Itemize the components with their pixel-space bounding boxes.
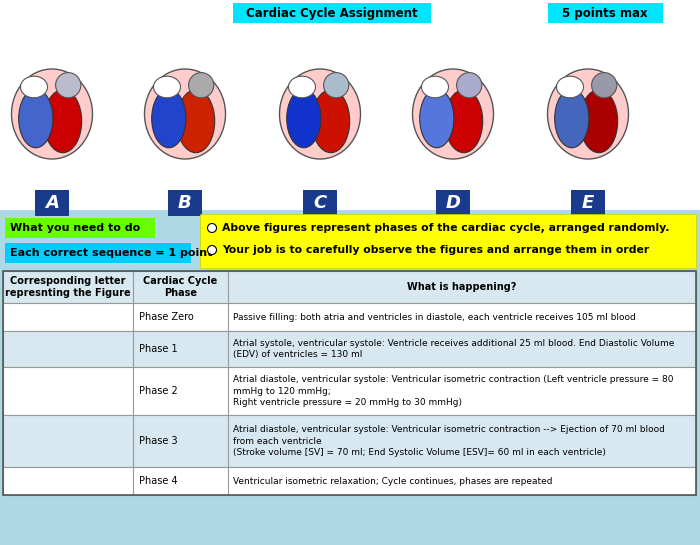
Ellipse shape [554, 89, 589, 148]
Text: 5 points max: 5 points max [562, 7, 648, 20]
Bar [303, 190, 337, 216]
Bar [35, 190, 69, 216]
Bar [548, 3, 663, 23]
Text: Phase 1: Phase 1 [139, 344, 178, 354]
Ellipse shape [580, 90, 617, 153]
Text: Corresponding letter
represnting the Figure: Corresponding letter represnting the Fig… [5, 276, 131, 298]
Ellipse shape [177, 90, 215, 153]
Text: Above figures represent phases of the cardiac cycle, arranged randomly.: Above figures represent phases of the ca… [222, 223, 669, 233]
Ellipse shape [279, 69, 360, 159]
Bar [233, 3, 431, 23]
Bar [436, 190, 470, 216]
Ellipse shape [144, 69, 225, 159]
Ellipse shape [188, 72, 214, 98]
Text: What is happening?: What is happening? [407, 282, 517, 292]
Bar [3, 467, 696, 495]
Ellipse shape [153, 76, 181, 98]
Bar [3, 271, 696, 303]
Text: Your job is to carefully observe the figures and arrange them in order: Your job is to carefully observe the fig… [222, 245, 650, 255]
Text: Atrial diastole, ventricular systole: Ventricular isometric contraction (Left ve: Atrial diastole, ventricular systole: Ve… [233, 375, 673, 407]
Text: Cardiac Cycle
Phase: Cardiac Cycle Phase [144, 276, 218, 298]
Circle shape [207, 223, 216, 233]
Ellipse shape [421, 76, 449, 98]
Ellipse shape [20, 76, 48, 98]
Ellipse shape [592, 72, 617, 98]
Bar [3, 367, 696, 415]
Ellipse shape [556, 76, 584, 98]
Ellipse shape [288, 76, 316, 98]
Text: A: A [45, 194, 59, 212]
Bar [5, 243, 191, 263]
Ellipse shape [412, 69, 493, 159]
Circle shape [207, 245, 216, 255]
Text: B: B [178, 194, 192, 212]
Text: Each correct sequence = 1 point: Each correct sequence = 1 point [10, 248, 212, 258]
Ellipse shape [312, 90, 350, 153]
Text: Passive filling: both atria and ventricles in diastole, each ventricle receives : Passive filling: both atria and ventricl… [233, 312, 636, 322]
Bar [3, 331, 696, 367]
Ellipse shape [547, 69, 629, 159]
Ellipse shape [11, 69, 92, 159]
Bar [3, 303, 696, 331]
Text: Atrial systole, ventricular systole: Ventricle receives additional 25 ml blood. : Atrial systole, ventricular systole: Ven… [233, 339, 674, 359]
Ellipse shape [456, 72, 482, 98]
Text: C: C [314, 194, 327, 212]
Bar [3, 271, 696, 495]
Ellipse shape [19, 89, 53, 148]
Ellipse shape [323, 72, 349, 98]
Ellipse shape [420, 89, 454, 148]
Ellipse shape [55, 72, 80, 98]
Ellipse shape [287, 89, 321, 148]
Bar [571, 190, 605, 216]
Ellipse shape [152, 89, 186, 148]
Bar [5, 218, 155, 238]
Ellipse shape [44, 90, 82, 153]
Ellipse shape [445, 90, 483, 153]
Text: Atrial diastole, ventricular systole: Ventricular isometric contraction --> Ejec: Atrial diastole, ventricular systole: Ve… [233, 425, 665, 457]
Text: Phase 4: Phase 4 [139, 476, 178, 486]
Text: E: E [582, 194, 594, 212]
Text: D: D [445, 194, 461, 212]
Text: Phase 3: Phase 3 [139, 436, 178, 446]
Bar [200, 214, 696, 268]
Text: Phase Zero: Phase Zero [139, 312, 194, 322]
Text: Cardiac Cycle Assignment: Cardiac Cycle Assignment [246, 7, 418, 20]
Text: Phase 2: Phase 2 [139, 386, 178, 396]
Bar [168, 190, 202, 216]
Bar [3, 415, 696, 467]
Text: What you need to do: What you need to do [10, 223, 140, 233]
Bar [0, 0, 700, 210]
Text: Ventricular isometric relaxation; Cycle continues, phases are repeated: Ventricular isometric relaxation; Cycle … [233, 476, 552, 486]
